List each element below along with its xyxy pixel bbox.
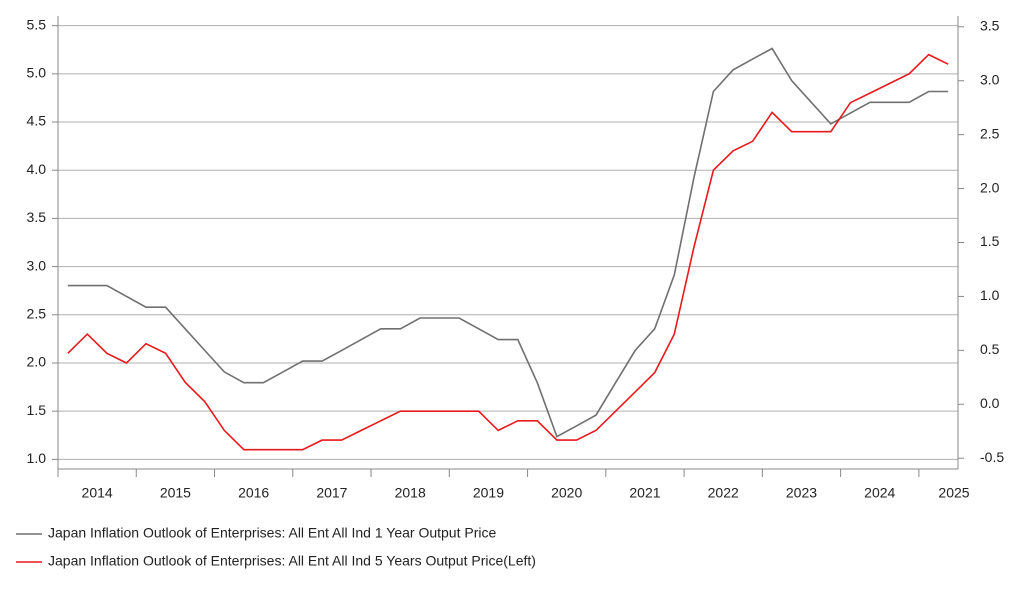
x-tick-label: 2024 [864, 485, 895, 501]
x-tick-label: 2022 [708, 485, 739, 501]
legend-label: Japan Inflation Outlook of Enterprises: … [48, 553, 536, 569]
y2-tick-label: 2.0 [980, 179, 1000, 195]
y2-tick-label: 0.5 [980, 341, 1000, 357]
series-line [67, 47, 949, 438]
y-tick-label: 5.0 [27, 65, 47, 81]
x-tick-label: 2023 [786, 485, 817, 501]
y2-tick-label: 3.5 [980, 17, 1000, 33]
x-tick-label: 2020 [551, 485, 582, 501]
x-tick-label: 2019 [473, 485, 504, 501]
y-tick-label: 5.5 [27, 16, 47, 32]
y2-tick-label: 1.0 [980, 287, 1000, 303]
y-tick-label: 1.0 [27, 450, 47, 466]
x-tick-label: 2021 [629, 485, 660, 501]
y2-tick-label: -0.5 [980, 449, 1004, 465]
y-tick-label: 4.5 [27, 113, 47, 129]
x-tick-label: 2014 [82, 485, 113, 501]
y-tick-label: 2.5 [27, 305, 47, 321]
x-tick-label: 2025 [938, 485, 969, 501]
y-tick-label: 3.5 [27, 209, 47, 225]
y2-tick-label: 1.5 [980, 233, 1000, 249]
legend-label: Japan Inflation Outlook of Enterprises: … [48, 525, 496, 541]
y-tick-label: 3.0 [27, 257, 47, 273]
y2-tick-label: 0.0 [980, 395, 1000, 411]
y-tick-label: 1.5 [27, 402, 47, 418]
y-tick-label: 2.0 [27, 354, 47, 370]
series-line [67, 53, 949, 451]
x-tick-label: 2016 [238, 485, 269, 501]
x-tick-label: 2017 [316, 485, 347, 501]
y2-tick-label: 2.5 [980, 125, 1000, 141]
x-tick-label: 2018 [395, 485, 426, 501]
y2-tick-label: 3.0 [980, 71, 1000, 87]
y-tick-label: 4.0 [27, 161, 47, 177]
x-tick-label: 2015 [160, 485, 191, 501]
